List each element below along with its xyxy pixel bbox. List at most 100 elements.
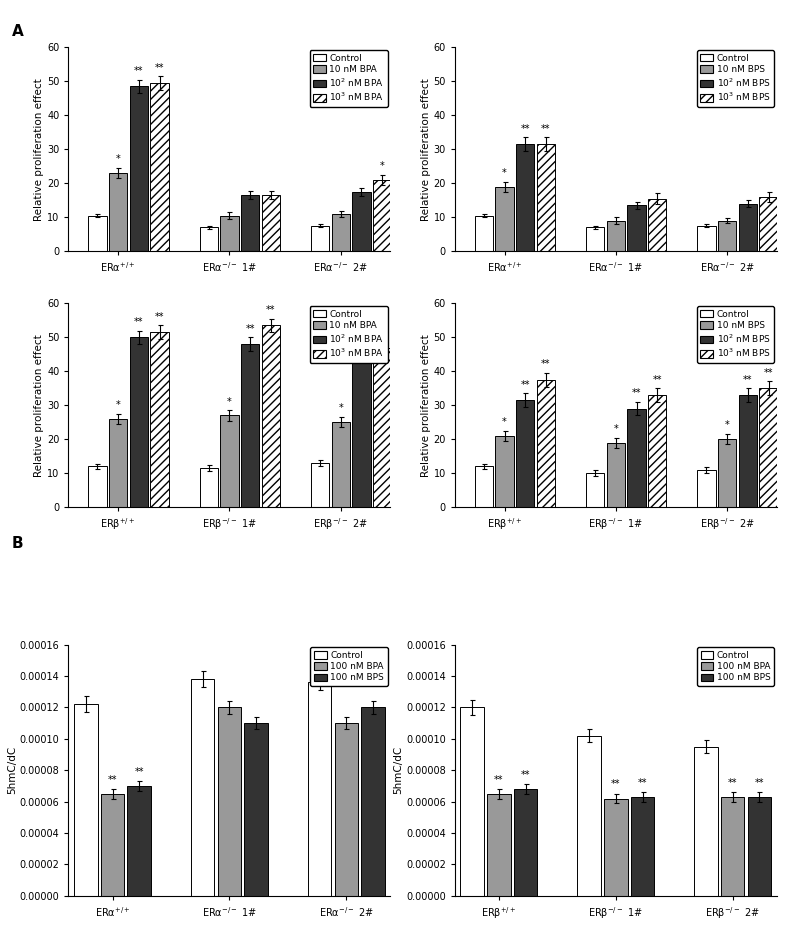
Bar bbox=[627, 409, 646, 507]
Text: **: ** bbox=[764, 368, 774, 378]
Bar bbox=[607, 443, 625, 507]
Text: **: ** bbox=[134, 317, 143, 327]
Bar bbox=[200, 228, 218, 251]
Bar bbox=[577, 736, 601, 896]
Bar bbox=[631, 797, 654, 896]
Text: **: ** bbox=[266, 305, 275, 315]
Legend: Control, 10 nM BPS, 10$^2$ nM BPS, 10$^3$ nM BPS: Control, 10 nM BPS, 10$^2$ nM BPS, 10$^3… bbox=[697, 306, 774, 363]
Bar bbox=[627, 206, 646, 251]
Bar bbox=[721, 797, 745, 896]
Text: **: ** bbox=[155, 63, 164, 73]
Bar bbox=[332, 422, 350, 507]
Text: **: ** bbox=[743, 374, 753, 385]
Bar bbox=[361, 707, 385, 896]
Bar bbox=[191, 679, 214, 896]
Y-axis label: Relative proliferation effect: Relative proliferation effect bbox=[421, 78, 431, 221]
Text: **: ** bbox=[378, 327, 387, 337]
Bar bbox=[130, 86, 148, 251]
Text: **: ** bbox=[108, 775, 118, 785]
Bar bbox=[353, 191, 370, 251]
Legend: Control, 10 nM BPA, 10$^2$ nM BPA, 10$^3$ nM BPA: Control, 10 nM BPA, 10$^2$ nM BPA, 10$^3… bbox=[310, 306, 388, 363]
Text: **: ** bbox=[653, 374, 662, 385]
Legend: Control, 10 nM BPA, 10$^2$ nM BPA, 10$^3$ nM BPA: Control, 10 nM BPA, 10$^2$ nM BPA, 10$^3… bbox=[310, 50, 388, 107]
Y-axis label: Relative proliferation effect: Relative proliferation effect bbox=[421, 334, 431, 477]
Bar bbox=[586, 473, 605, 507]
Bar bbox=[697, 470, 716, 507]
Y-axis label: 5hmC/dC: 5hmC/dC bbox=[393, 746, 403, 794]
Bar bbox=[311, 226, 329, 251]
Text: *: * bbox=[613, 424, 618, 434]
Text: *: * bbox=[116, 400, 121, 410]
Bar bbox=[221, 215, 238, 251]
Bar bbox=[648, 395, 667, 507]
Bar bbox=[537, 144, 555, 251]
Bar bbox=[607, 221, 625, 251]
Bar bbox=[648, 198, 667, 251]
Bar bbox=[516, 144, 535, 251]
Bar bbox=[311, 463, 329, 507]
Legend: Control, 100 nM BPA, 100 nM BPS: Control, 100 nM BPA, 100 nM BPS bbox=[311, 647, 388, 686]
Text: *: * bbox=[502, 417, 507, 428]
Text: *: * bbox=[227, 396, 232, 407]
Text: *: * bbox=[502, 168, 507, 178]
Y-axis label: Relative proliferation effect: Relative proliferation effect bbox=[35, 78, 44, 221]
Bar bbox=[373, 348, 391, 507]
Text: **: ** bbox=[134, 767, 144, 776]
Bar bbox=[245, 723, 268, 896]
Y-axis label: 5hmC/dC: 5hmC/dC bbox=[6, 746, 17, 794]
Text: *: * bbox=[338, 404, 343, 413]
Text: *: * bbox=[380, 161, 385, 172]
Bar bbox=[262, 195, 280, 251]
Text: **: ** bbox=[541, 124, 551, 134]
Text: **: ** bbox=[728, 777, 737, 788]
Bar bbox=[495, 436, 514, 507]
Text: **: ** bbox=[632, 388, 642, 398]
Bar bbox=[130, 337, 148, 507]
Legend: Control, 100 nM BPA, 100 nM BPS: Control, 100 nM BPA, 100 nM BPS bbox=[697, 647, 774, 686]
Bar bbox=[74, 704, 97, 896]
Bar bbox=[89, 215, 106, 251]
Bar bbox=[89, 466, 106, 507]
Bar bbox=[109, 173, 127, 251]
Bar bbox=[353, 355, 370, 507]
Bar bbox=[101, 793, 124, 896]
Bar bbox=[586, 228, 605, 251]
Bar bbox=[694, 747, 718, 896]
Text: *: * bbox=[116, 155, 121, 164]
Text: **: ** bbox=[611, 779, 621, 790]
Text: **: ** bbox=[541, 359, 551, 370]
Bar bbox=[748, 797, 771, 896]
Bar bbox=[335, 723, 358, 896]
Bar bbox=[739, 395, 757, 507]
Text: **: ** bbox=[755, 777, 764, 788]
Legend: Control, 10 nM BPS, 10$^2$ nM BPS, 10$^3$ nM BPS: Control, 10 nM BPS, 10$^2$ nM BPS, 10$^3… bbox=[697, 50, 774, 107]
Bar bbox=[475, 466, 493, 507]
Bar bbox=[718, 439, 737, 507]
Bar bbox=[127, 786, 151, 896]
Bar bbox=[221, 415, 238, 507]
Bar bbox=[759, 197, 778, 251]
Bar bbox=[109, 419, 127, 507]
Bar bbox=[373, 180, 391, 251]
Text: **: ** bbox=[521, 770, 530, 780]
Bar bbox=[460, 707, 484, 896]
Bar bbox=[604, 798, 628, 896]
Bar bbox=[495, 187, 514, 251]
Y-axis label: Relative proliferation effect: Relative proliferation effect bbox=[35, 334, 44, 477]
Bar bbox=[151, 83, 169, 251]
Bar bbox=[200, 468, 218, 507]
Bar bbox=[739, 204, 757, 251]
Text: *: * bbox=[724, 421, 729, 430]
Text: **: ** bbox=[638, 777, 647, 788]
Text: **: ** bbox=[521, 380, 530, 390]
Bar bbox=[537, 380, 555, 507]
Text: **: ** bbox=[246, 323, 255, 334]
Bar bbox=[241, 344, 259, 507]
Text: **: ** bbox=[155, 312, 164, 321]
Bar bbox=[475, 215, 493, 251]
Text: **: ** bbox=[357, 334, 366, 344]
Bar bbox=[516, 400, 535, 507]
Text: B: B bbox=[12, 536, 23, 551]
Bar bbox=[151, 332, 169, 507]
Bar bbox=[697, 226, 716, 251]
